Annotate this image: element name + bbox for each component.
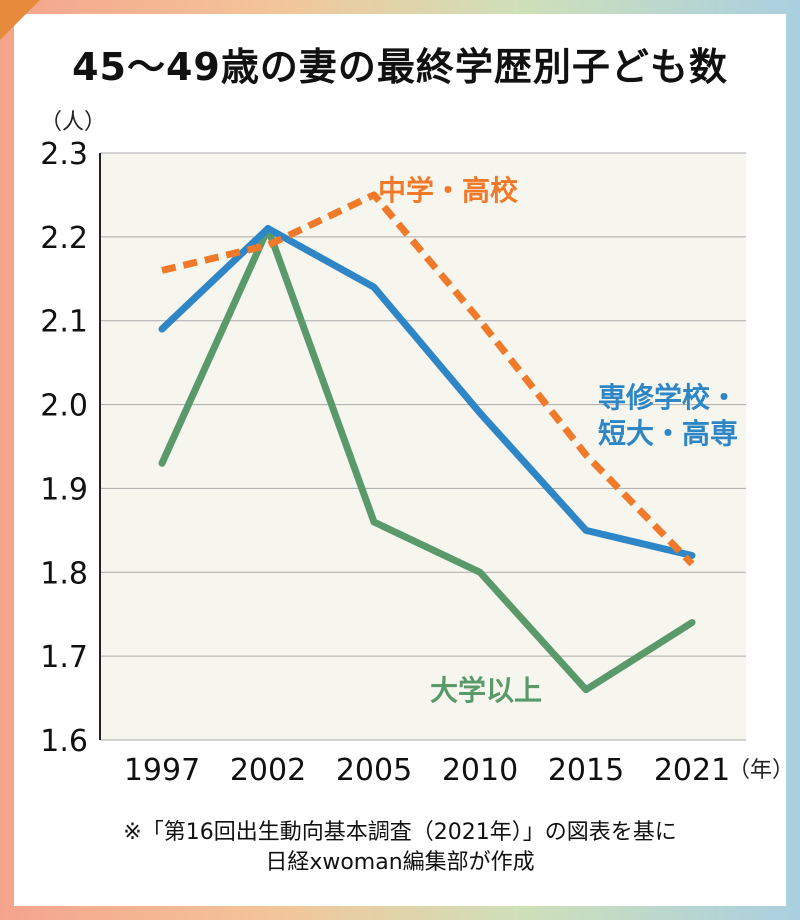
- series-line-senmon-tandai: [158, 225, 696, 559]
- source-note-line2: 日経xwoman編集部が作成: [265, 850, 535, 875]
- series-lines: [158, 191, 696, 694]
- x-axis-unit: （年）: [728, 758, 795, 783]
- chart-title: 45〜49歳の妻の最終学歴別子ども数: [72, 45, 728, 89]
- plot-area: [100, 153, 746, 740]
- y-tick-label: 1.9: [40, 472, 88, 507]
- y-tick-label: 1.6: [40, 724, 88, 759]
- y-tick-labels: 1.6 1.7 1.8 1.9 2.0 2.1 2.2 2.3: [40, 137, 88, 759]
- legend-label-chugaku-koukou: 中学・高校: [378, 174, 519, 207]
- x-tick-label: 2015: [548, 753, 624, 788]
- series-line-daigaku: [158, 225, 696, 694]
- y-tick-label: 1.8: [40, 556, 88, 591]
- legend-label-senmon-line1: 専修学校・: [598, 381, 738, 414]
- legend-label-senmon-line2: 短大・高専: [598, 417, 738, 450]
- series-line-chugaku-koukou: [161, 191, 695, 567]
- source-note-line1: ※「第16回出生動向基本調査（2021年）」の図表を基に: [123, 820, 677, 845]
- x-tick-label: 2002: [230, 753, 306, 788]
- legend-label-daigaku: 大学以上: [430, 674, 542, 707]
- source-note: ※「第16回出生動向基本調査（2021年）」の図表を基に 日経xwoman編集部…: [0, 818, 800, 878]
- y-tick-label: 1.7: [40, 640, 88, 675]
- x-tick-label: 2010: [442, 753, 518, 788]
- y-tick-label: 2.3: [40, 137, 88, 172]
- y-tick-label: 2.1: [40, 305, 88, 340]
- x-tick-label: 2021: [654, 753, 730, 788]
- corner-accent: [0, 0, 40, 40]
- x-tick-label: 1997: [124, 753, 200, 788]
- y-tick-label: 2.2: [40, 221, 88, 256]
- y-tick-label: 2.0: [40, 389, 88, 424]
- x-tick-label: 2005: [336, 753, 412, 788]
- x-tick-labels: 1997 2002 2005 2010 2015 2021: [124, 753, 730, 788]
- y-axis-unit: （人）: [40, 110, 107, 135]
